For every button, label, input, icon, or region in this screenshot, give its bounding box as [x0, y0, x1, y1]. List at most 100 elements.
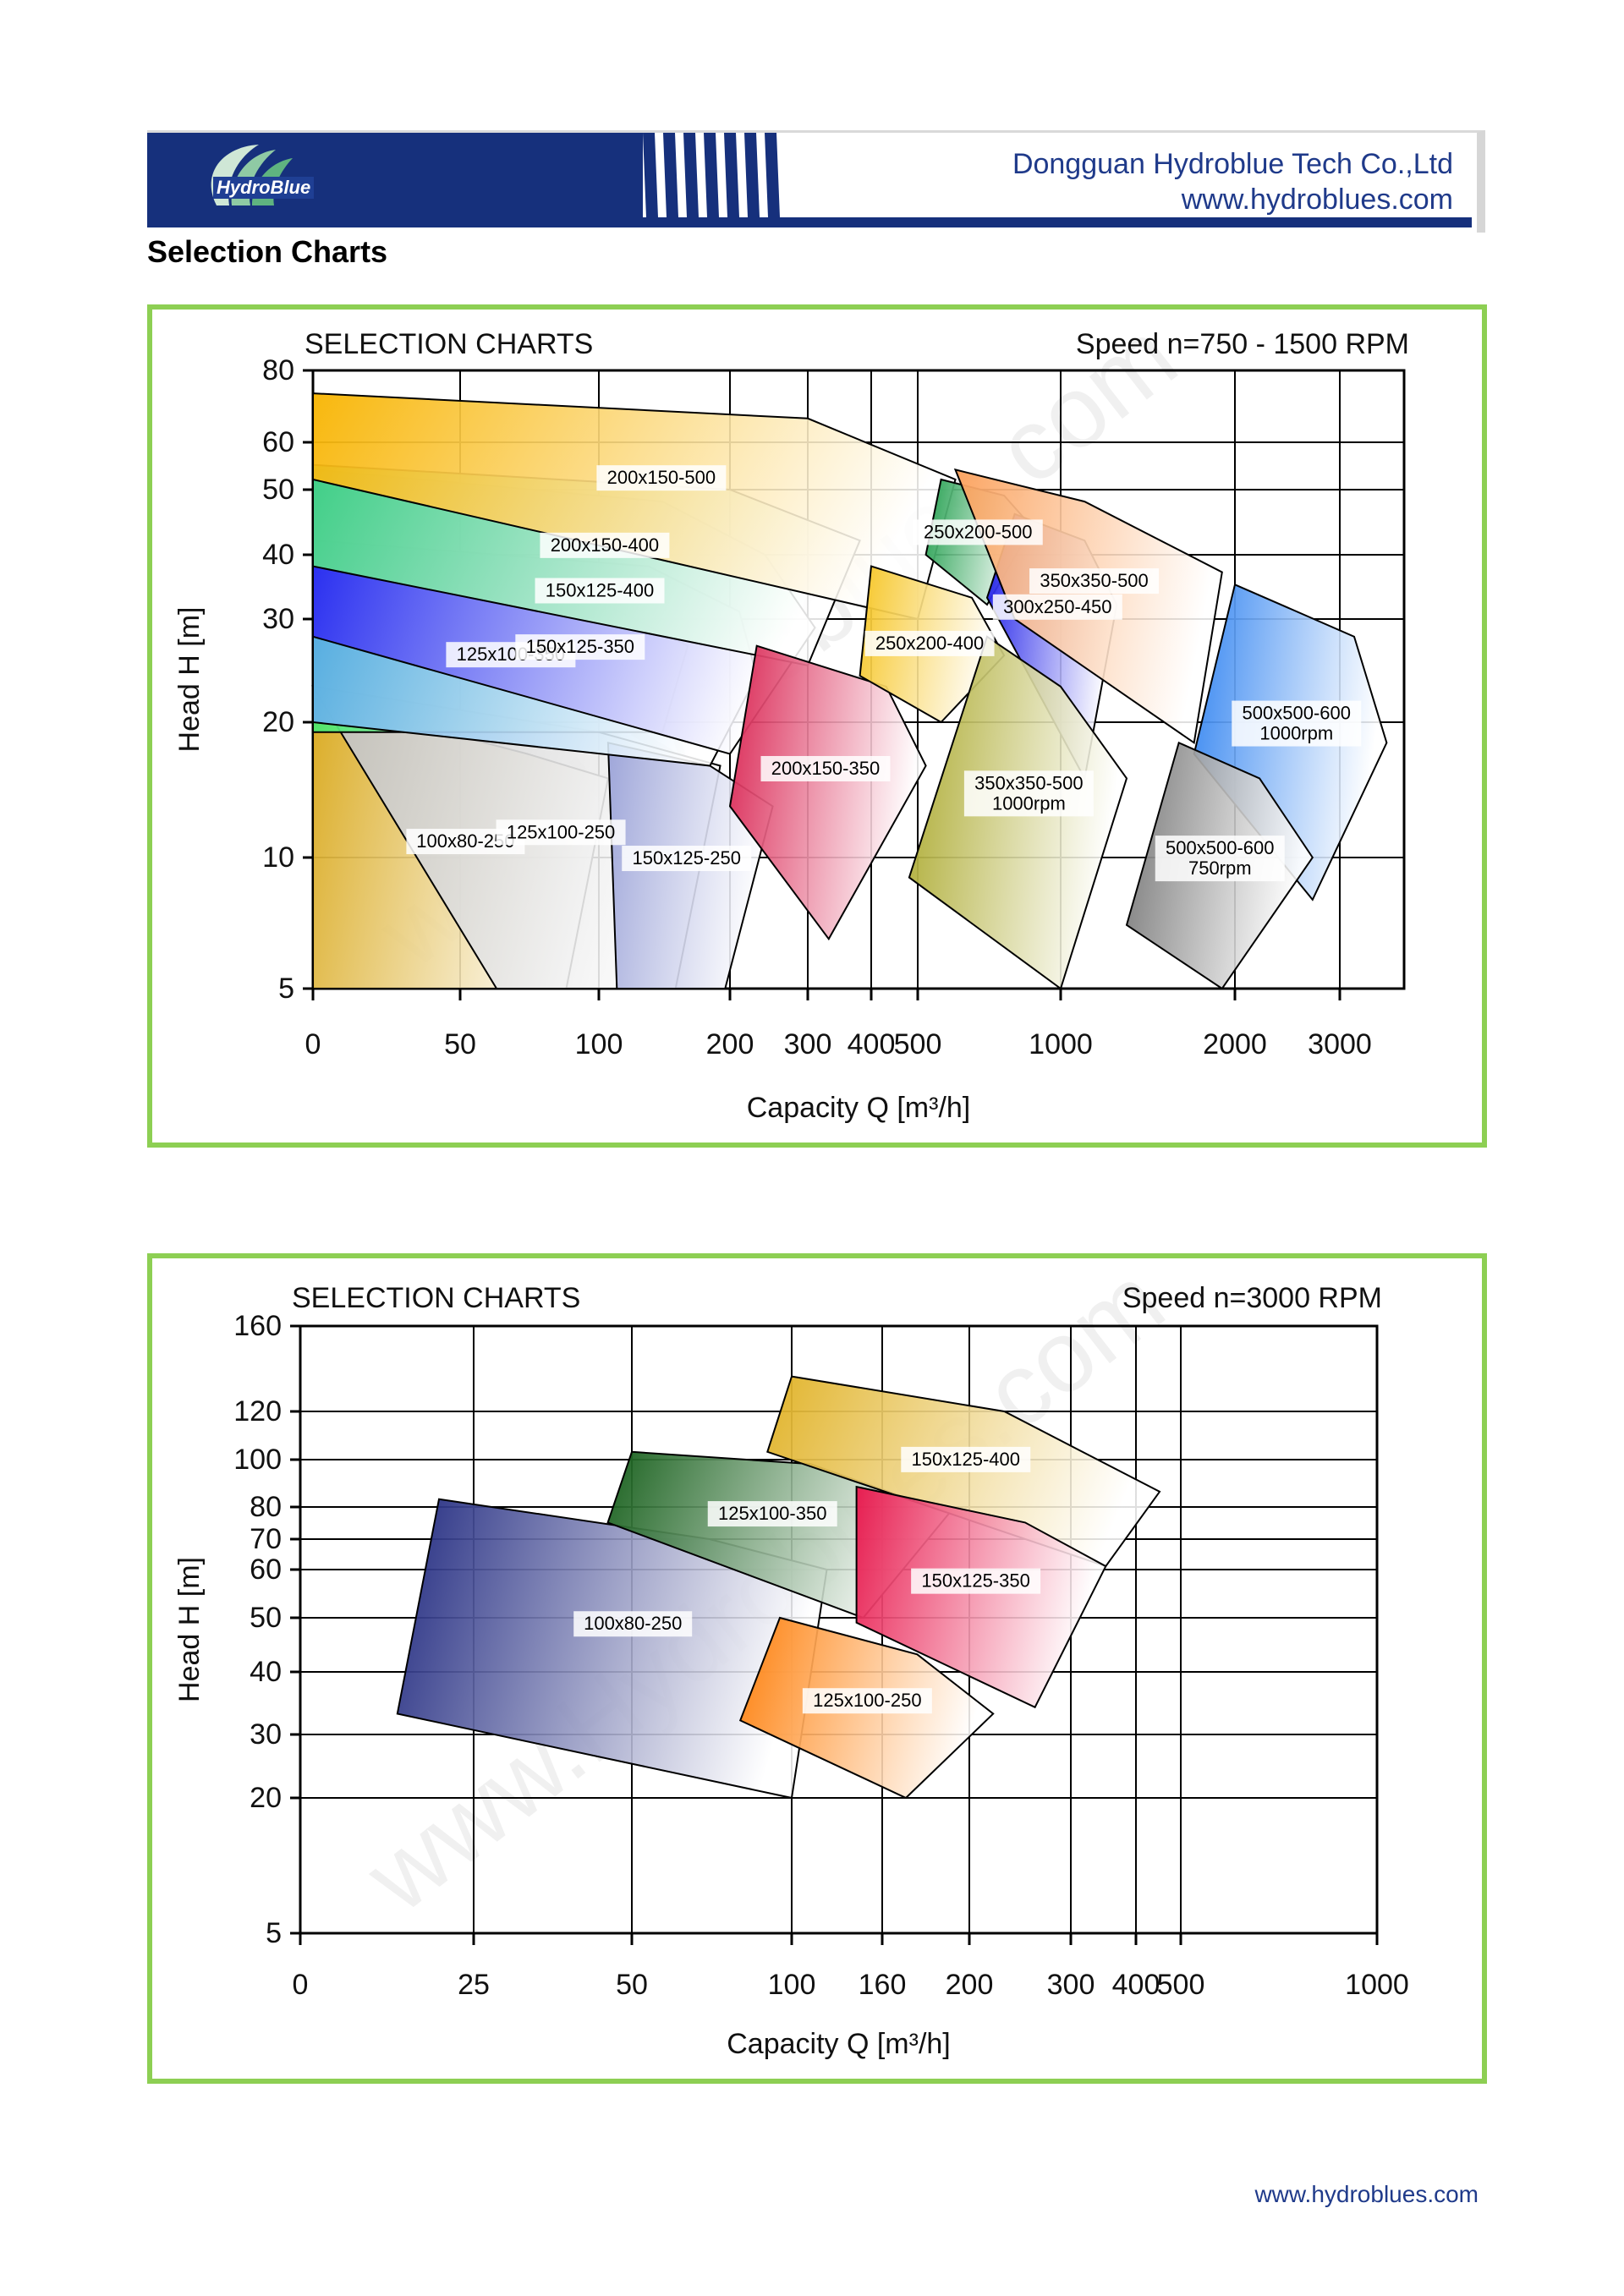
plot-frame	[299, 1324, 1379, 1935]
series-label-background	[864, 630, 995, 656]
series-label-text: 750rpm	[1188, 858, 1252, 879]
series-area-150x125-350	[855, 1485, 1107, 1709]
x-tick-label: 1000	[1345, 1969, 1409, 2001]
series-label-text: 200x150-400	[551, 534, 659, 556]
y-tick-label: 80	[262, 354, 294, 386]
company-name: Dongguan Hydroblue Tech Co.,Ltd	[1012, 148, 1453, 180]
x-tick-label: 100	[575, 1028, 623, 1060]
chart-subtitle: Speed n=750 - 1500 RPM	[1076, 328, 1409, 360]
series-area-200x150-350	[728, 644, 927, 941]
series-label-background	[515, 634, 645, 660]
y-tick-label: 5	[266, 1917, 282, 1949]
series-label-text: 150x125-350	[921, 1570, 1029, 1592]
y-tick-label: 80	[250, 1491, 282, 1523]
y-tick-label: 20	[250, 1782, 282, 1814]
x-tick-label: 1000	[1029, 1028, 1093, 1060]
series-label-text: 125x100-250	[507, 821, 615, 842]
series-label-text: 125x100-250	[813, 1690, 921, 1711]
y-tick-label: 40	[250, 1656, 282, 1688]
series-label-200x150-400: 200x150-400	[540, 532, 670, 558]
x-tick-label: 50	[616, 1969, 648, 2001]
x-tick-label: 25	[458, 1969, 490, 2001]
series-label-150x125-400: 150x125-400	[535, 578, 665, 604]
chart-title: SELECTION CHARTS	[292, 1282, 580, 1314]
logo-text: HydroBlue	[213, 177, 315, 199]
chart-title: SELECTION CHARTS	[304, 328, 593, 360]
y-tick-label: 5	[278, 973, 294, 1005]
series-label-background	[963, 770, 1094, 817]
series-label-150x125-350: 150x125-350	[515, 634, 645, 660]
series-label-background	[1155, 836, 1285, 882]
y-tick-label: 40	[262, 539, 294, 571]
series-label-text: 300x250-450	[1003, 596, 1111, 617]
x-tick-label: 200	[706, 1028, 754, 1060]
series-label-125x100-250: 125x100-250	[496, 819, 626, 846]
x-tick-label: 0	[305, 1028, 321, 1060]
series-label-background	[496, 819, 626, 846]
series-label-text: 250x200-400	[875, 633, 984, 654]
series-label-text: 350x350-500	[974, 772, 1083, 793]
y-axis-label: Head H [m]	[173, 607, 206, 753]
x-tick-label: 100	[768, 1969, 816, 2001]
series-label-background	[622, 846, 752, 872]
series-label-150x125-400: 150x125-400	[901, 1446, 1031, 1472]
series-label-background	[760, 755, 891, 781]
series-label-text: 125x100-350	[718, 1503, 826, 1524]
chart-2: www.Hydroblues.comSELECTION CHARTSSpeed …	[173, 1258, 1409, 2060]
y-tick-label: 160	[233, 1310, 282, 1342]
header-band: HydroBlue	[147, 133, 646, 217]
series-label-text: 200x150-500	[607, 467, 716, 488]
series-label-text: 250x200-500	[924, 521, 1032, 542]
x-tick-label: 0	[293, 1969, 309, 2001]
x-tick-label: 500	[1157, 1969, 1205, 2001]
x-tick-label: 500	[894, 1028, 942, 1060]
series-label-text: 150x125-350	[526, 636, 634, 657]
series-label-background	[540, 532, 670, 558]
page-header: HydroBlue Dongguan Hydroblue Tech Co.,Lt…	[147, 130, 1485, 233]
x-tick-label: 2000	[1203, 1028, 1267, 1060]
y-tick-label: 30	[262, 603, 294, 635]
series-label-text: 500x500-600	[1166, 837, 1274, 858]
chart-panel-2: www.Hydroblues.comSELECTION CHARTSSpeed …	[147, 1253, 1487, 2084]
x-axis-label: Capacity Q [m³/h]	[747, 1092, 971, 1124]
x-tick-label: 160	[859, 1969, 907, 2001]
x-tick-label: 50	[444, 1028, 476, 1060]
company-website: www.hydroblues.com	[1181, 184, 1453, 216]
series-label-text: 150x125-400	[912, 1449, 1020, 1470]
y-tick-labels: 80 60 50 40 30 20 10 5	[262, 354, 313, 1005]
x-tick-label: 200	[946, 1969, 994, 2001]
series-label-300x250-450: 300x250-450	[992, 594, 1122, 620]
series-label-background	[596, 465, 727, 491]
series-label-background	[573, 1611, 693, 1637]
series-label-250x200-500: 250x200-500	[913, 519, 1043, 545]
footer-website: www.hydroblues.com	[1254, 2181, 1479, 2207]
series-label-100x80-250: 100x80-250	[573, 1611, 693, 1637]
y-tick-label: 50	[262, 474, 294, 506]
header-rule	[147, 217, 1472, 227]
series-label-250x200-400: 250x200-400	[864, 630, 995, 656]
page-title: Selection Charts	[147, 234, 388, 269]
y-tick-label: 120	[233, 1395, 282, 1427]
series-label-text: 150x125-400	[546, 579, 654, 600]
y-tick-label: 20	[262, 706, 294, 738]
chart-subtitle: Speed n=3000 RPM	[1122, 1282, 1382, 1314]
x-tick-label: 3000	[1308, 1028, 1372, 1060]
series-label-200x150-350: 200x150-350	[760, 755, 891, 781]
y-tick-label: 10	[262, 841, 294, 874]
series-label-background	[802, 1688, 932, 1714]
x-tick-label: 300	[1047, 1969, 1095, 2001]
chart-1: www.Hydroblues.comSELECTION CHARTSSpeed …	[173, 310, 1409, 1124]
series-label-background	[911, 1568, 1041, 1594]
y-tick-label: 60	[262, 426, 294, 458]
x-tick-label: 400	[848, 1028, 896, 1060]
series-label-background	[901, 1446, 1031, 1472]
series-group	[311, 392, 1388, 990]
series-label-background	[535, 578, 665, 604]
series-label-150x125-350: 150x125-350	[911, 1568, 1041, 1594]
y-tick-label: 60	[250, 1553, 282, 1586]
series-label-text: 100x80-250	[584, 1613, 682, 1634]
